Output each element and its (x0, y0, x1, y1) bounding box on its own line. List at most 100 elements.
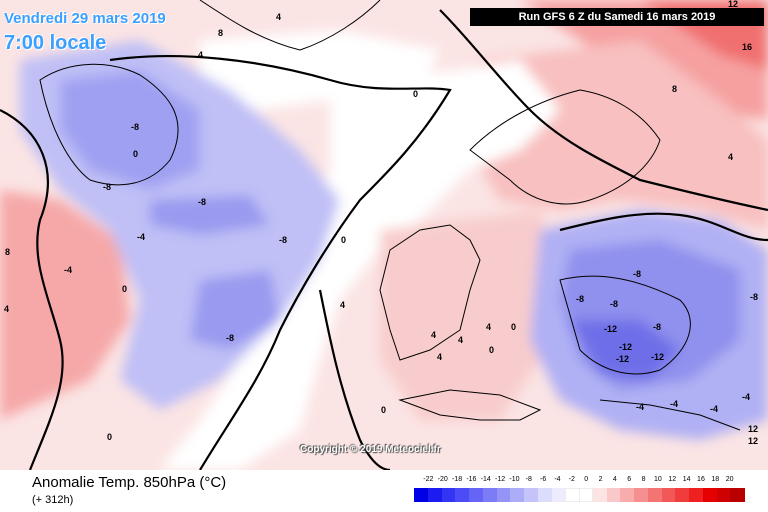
legend-tick: -22 (423, 476, 434, 483)
legend-tick: -4 (554, 476, 561, 483)
contour-label: 4 (486, 322, 491, 332)
legend-tick: -14 (480, 476, 491, 483)
contour-label: 0 (122, 284, 127, 294)
contour-label: -12 (619, 342, 632, 352)
legend-tick: 18 (711, 476, 720, 483)
legend-swatch (455, 488, 470, 502)
contour-label: 4 (437, 352, 442, 362)
legend-swatch (469, 488, 484, 502)
parameter-title: Anomalie Temp. 850hPa (°C) (32, 474, 227, 491)
valid-date: Vendredi 29 mars 2019 (4, 10, 166, 27)
legend-tick: 16 (697, 476, 705, 483)
contour-label: 0 (489, 345, 494, 355)
legend-tick: -18 (451, 476, 463, 483)
temperature-anomaly-map: 12 16 8 4 4 0 4 8 -8 0 -8 -4 -8 -8 0 -8 … (0, 0, 768, 470)
contour-label: 0 (381, 405, 386, 415)
contour-label: 12 (748, 424, 758, 434)
contour-label: -4 (710, 404, 718, 414)
legend-swatch (482, 488, 497, 502)
legend-swatch (551, 488, 566, 502)
legend-swatch (510, 488, 525, 502)
legend-tick: 8 (641, 476, 646, 483)
legend-swatch (716, 488, 731, 502)
legend-swatch (689, 488, 704, 502)
legend-tick: -6 (540, 476, 547, 483)
contour-label: 0 (341, 235, 346, 245)
contour-label: -4 (742, 392, 750, 402)
contour-label: 0 (133, 149, 138, 159)
contour-label: 0 (413, 89, 418, 99)
legend-swatch (565, 488, 580, 502)
legend-tick: -12 (495, 476, 506, 483)
legend-swatch (675, 488, 690, 502)
contour-label: -4 (64, 265, 72, 275)
color-scale-legend (414, 488, 745, 502)
legend-tick-labels: -22 -20 -18 -16 -14 -12 -10 -8 -6 -4 -2 0 2 4 6 8 10 12 14… (414, 476, 744, 488)
legend-swatch (634, 488, 649, 502)
legend-swatch (606, 488, 621, 502)
legend-tick: -20 (437, 476, 448, 483)
contour-label: 4 (458, 335, 463, 345)
contour-label: -8 (653, 322, 661, 332)
contour-label: 12 (748, 436, 758, 446)
contour-label: -8 (103, 182, 111, 192)
legend-tick: -8 (525, 476, 532, 483)
contour-label: 8 (218, 28, 223, 38)
zero-contours (0, 9, 768, 470)
contour-label: -12 (604, 324, 617, 334)
contour-label: 0 (511, 322, 516, 332)
legend-tick: 6 (627, 476, 632, 483)
legend-swatch (647, 488, 662, 502)
legend-tick: 20 (725, 476, 734, 483)
contour-label: 4 (276, 12, 281, 22)
legend-swatch (579, 488, 594, 502)
contour-label: -8 (226, 333, 234, 343)
contour-label: 4 (340, 300, 345, 310)
legend-swatch (441, 488, 456, 502)
contour-label: 4 (728, 152, 733, 162)
contour-label: -4 (137, 232, 145, 242)
legend-swatch (661, 488, 676, 502)
legend-swatch (730, 488, 745, 502)
contour-label: 12 (728, 0, 738, 9)
legend-tick: 0 (584, 476, 589, 483)
legend-tick: -2 (568, 476, 575, 483)
legend-tick: 14 (682, 476, 691, 483)
contour-label: 0 (107, 432, 112, 442)
contour-label: 4 (198, 50, 203, 60)
contour-label: -8 (198, 197, 206, 207)
contour-label: -8 (750, 292, 758, 302)
legend-swatch (620, 488, 635, 502)
contour-labels: 12 16 8 4 4 0 4 8 -8 0 -8 -4 -8 -8 0 -8 … (4, 0, 758, 446)
valid-time: 7:00 locale (4, 32, 107, 54)
legend-tick: -16 (466, 476, 477, 483)
chart-footer: Anomalie Temp. 850hPa (°C) (+ 312h) -22-… (0, 470, 768, 512)
contour-label: -12 (651, 352, 664, 362)
lead-time: (+ 312h) (32, 494, 74, 506)
copyright-notice: Copyright © 2019 Meteociel.fr (300, 444, 441, 455)
legend-tick: -10 (509, 476, 520, 483)
contour-label: -8 (131, 122, 139, 132)
contour-label: -8 (576, 294, 584, 304)
legend-tick: 2 (598, 476, 603, 483)
contour-label: -8 (279, 235, 287, 245)
contour-label: 4 (4, 304, 9, 314)
contour-label: 16 (742, 42, 752, 52)
legend-swatch (496, 488, 511, 502)
contour-label: -4 (636, 402, 644, 412)
contour-label: -12 (616, 354, 629, 364)
legend-tick: 4 (612, 476, 617, 483)
contour-label: -8 (633, 269, 641, 279)
contour-label: 8 (672, 84, 677, 94)
contour-label: -4 (670, 399, 678, 409)
contour-label: -8 (610, 299, 618, 309)
legend-swatch (524, 488, 539, 502)
legend-swatch (427, 488, 442, 502)
legend-swatch (702, 488, 717, 502)
run-info-banner: Run GFS 6 Z du Samedi 16 mars 2019 (470, 8, 764, 26)
coastlines (39, 0, 741, 431)
legend-tick: 12 (668, 476, 677, 483)
legend-swatch (537, 488, 552, 502)
legend-swatch (414, 488, 429, 502)
